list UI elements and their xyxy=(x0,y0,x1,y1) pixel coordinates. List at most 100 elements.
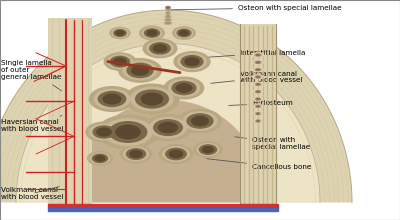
Ellipse shape xyxy=(256,120,260,122)
Ellipse shape xyxy=(166,12,170,14)
Ellipse shape xyxy=(256,91,260,93)
Bar xyxy=(48,204,278,208)
Ellipse shape xyxy=(255,76,261,78)
Ellipse shape xyxy=(257,113,259,114)
Circle shape xyxy=(95,156,105,161)
Ellipse shape xyxy=(255,54,261,56)
Polygon shape xyxy=(0,10,352,202)
Circle shape xyxy=(142,28,162,38)
Circle shape xyxy=(110,28,130,38)
Circle shape xyxy=(180,31,188,35)
Circle shape xyxy=(90,153,110,164)
Circle shape xyxy=(197,144,219,156)
Circle shape xyxy=(154,45,167,52)
Circle shape xyxy=(94,89,130,109)
Circle shape xyxy=(144,29,160,37)
Ellipse shape xyxy=(256,113,260,115)
Circle shape xyxy=(114,58,126,65)
Ellipse shape xyxy=(166,19,170,20)
Circle shape xyxy=(176,84,192,92)
Circle shape xyxy=(169,80,199,97)
Ellipse shape xyxy=(254,97,262,101)
Circle shape xyxy=(88,152,112,165)
Ellipse shape xyxy=(257,76,259,77)
Circle shape xyxy=(187,114,213,128)
Circle shape xyxy=(150,117,186,138)
Text: Periosteum: Periosteum xyxy=(229,100,293,106)
Ellipse shape xyxy=(164,22,172,24)
Circle shape xyxy=(170,150,182,158)
Circle shape xyxy=(93,126,115,138)
Text: Interstitial lamella: Interstitial lamella xyxy=(179,50,305,59)
Circle shape xyxy=(163,147,189,161)
Ellipse shape xyxy=(255,69,261,71)
Circle shape xyxy=(154,120,182,136)
Ellipse shape xyxy=(165,15,171,18)
Bar xyxy=(48,18,92,208)
Ellipse shape xyxy=(257,91,259,92)
Circle shape xyxy=(112,29,128,37)
Ellipse shape xyxy=(254,119,262,123)
Circle shape xyxy=(175,28,193,38)
Circle shape xyxy=(136,90,168,108)
Circle shape xyxy=(143,39,177,58)
Circle shape xyxy=(142,93,162,105)
Circle shape xyxy=(127,63,153,77)
Circle shape xyxy=(104,53,136,70)
Circle shape xyxy=(147,30,157,36)
Circle shape xyxy=(110,56,130,67)
Circle shape xyxy=(125,84,179,114)
Circle shape xyxy=(116,125,140,139)
Circle shape xyxy=(104,119,152,145)
Ellipse shape xyxy=(254,112,262,116)
Circle shape xyxy=(185,58,199,66)
Circle shape xyxy=(167,7,169,8)
Circle shape xyxy=(202,147,214,153)
Circle shape xyxy=(164,77,204,99)
Polygon shape xyxy=(16,44,320,202)
Circle shape xyxy=(172,81,196,95)
Ellipse shape xyxy=(257,69,259,70)
Circle shape xyxy=(181,56,203,68)
Circle shape xyxy=(179,109,221,133)
Circle shape xyxy=(123,61,157,80)
Circle shape xyxy=(194,142,222,157)
Text: Cancellous bone: Cancellous bone xyxy=(207,159,311,170)
Circle shape xyxy=(98,92,126,106)
Circle shape xyxy=(192,116,208,126)
Ellipse shape xyxy=(253,75,263,79)
Ellipse shape xyxy=(165,22,171,24)
Ellipse shape xyxy=(256,98,260,100)
Polygon shape xyxy=(70,100,266,202)
Ellipse shape xyxy=(164,18,172,21)
Ellipse shape xyxy=(257,54,259,55)
Ellipse shape xyxy=(254,90,263,94)
Ellipse shape xyxy=(166,16,170,17)
Circle shape xyxy=(147,41,173,56)
Circle shape xyxy=(97,128,111,136)
Circle shape xyxy=(131,87,173,111)
Text: Osteon with special lamellae: Osteon with special lamellae xyxy=(169,5,342,11)
Text: Volkmann canal
with blood vessel: Volkmann canal with blood vessel xyxy=(1,187,63,200)
Circle shape xyxy=(119,59,161,82)
Circle shape xyxy=(114,30,126,36)
Circle shape xyxy=(178,54,206,69)
Circle shape xyxy=(86,122,122,142)
Circle shape xyxy=(90,87,134,111)
Ellipse shape xyxy=(252,53,264,57)
Circle shape xyxy=(150,43,170,54)
Circle shape xyxy=(90,124,118,140)
Ellipse shape xyxy=(166,12,170,15)
Bar xyxy=(48,18,92,208)
Ellipse shape xyxy=(257,84,259,85)
Circle shape xyxy=(120,145,152,163)
Circle shape xyxy=(97,115,159,149)
Circle shape xyxy=(116,31,124,35)
Ellipse shape xyxy=(254,104,262,108)
Circle shape xyxy=(130,151,142,157)
Ellipse shape xyxy=(167,9,169,11)
Circle shape xyxy=(92,154,108,163)
Ellipse shape xyxy=(257,62,259,63)
Text: Single lamella
of outer
general lamellae: Single lamella of outer general lamellae xyxy=(1,61,62,91)
Ellipse shape xyxy=(253,60,263,64)
